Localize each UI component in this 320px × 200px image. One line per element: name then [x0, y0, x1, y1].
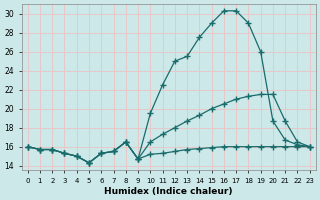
X-axis label: Humidex (Indice chaleur): Humidex (Indice chaleur): [104, 187, 233, 196]
